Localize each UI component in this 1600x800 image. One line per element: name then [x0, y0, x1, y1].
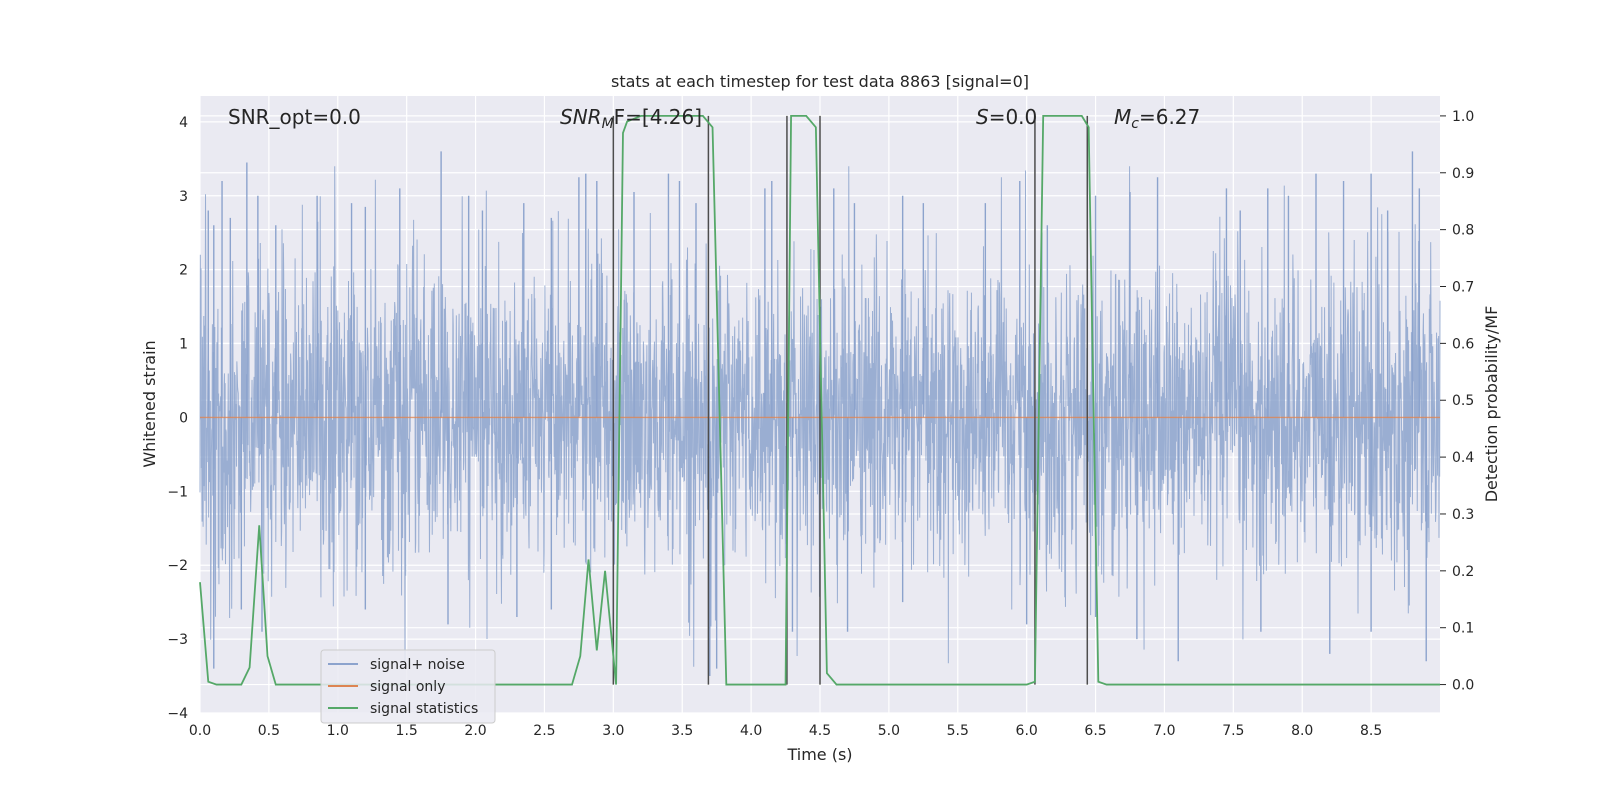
signal-statistics-series	[199, 115, 1440, 686]
annotation-mc: Mc=6.27	[1114, 105, 1200, 132]
x-tick-label: 2.5	[533, 723, 555, 739]
y2-tick-label: 0.0	[1452, 678, 1474, 694]
signal-noise-series	[199, 151, 1441, 677]
annotation-s: S=0.0	[976, 105, 1037, 129]
legend-label-signal-noise: signal+ noise	[370, 657, 465, 673]
y-tick-label: −4	[167, 706, 188, 722]
annotations: SNR_opt=0.0 SNRMF=[4.26] S=0.0 Mc=6.27	[228, 105, 1200, 132]
y-axis-label: Whitened strain	[140, 340, 159, 467]
y2-axis-ticks: 0.0 0.1 0.2 0.3 0.4 0.5 0.6 0.7 0.8 0.9 1.0	[1440, 109, 1474, 694]
y-tick-label: 2	[179, 263, 188, 279]
signal-statistics-line	[199, 115, 1440, 686]
y2-tick-label: 0.2	[1452, 564, 1474, 580]
x-tick-label: 3.0	[602, 723, 624, 739]
x-tick-label: 5.5	[947, 723, 969, 739]
y-tick-label: 4	[179, 115, 188, 131]
annotation-snr-opt: SNR_opt=0.0	[228, 105, 361, 129]
y2-tick-label: 0.4	[1452, 450, 1474, 466]
chart-title: stats at each timestep for test data 886…	[611, 72, 1029, 91]
x-tick-label: 4.0	[740, 723, 762, 739]
x-tick-label: 0.0	[189, 723, 211, 739]
x-tick-label: 1.5	[396, 723, 418, 739]
x-axis-ticks: 0.0 0.5 1.0 1.5 2.0 2.5 3.0 3.5 4.0 4.5 5.0 5.5 6.0 6…	[189, 723, 1382, 739]
legend: signal+ noise signal only signal statist…	[320, 649, 496, 724]
y2-tick-label: 0.8	[1452, 223, 1474, 239]
y2-tick-label: 1.0	[1452, 109, 1474, 125]
annotation-snr-mf: SNRMF=[4.26]	[560, 105, 702, 132]
x-tick-label: 0.5	[258, 723, 280, 739]
x-tick-label: 6.5	[1084, 723, 1106, 739]
y-tick-label: −1	[167, 484, 188, 500]
y2-tick-label: 0.7	[1452, 280, 1474, 296]
vertical-marker-lines	[612, 115, 1089, 685]
y2-axis-label: Detection probability/MF	[1482, 306, 1501, 503]
y2-tick-label: 0.3	[1452, 507, 1474, 523]
y2-tick-label: 0.5	[1452, 393, 1474, 409]
y-axis-ticks: −4 −3 −2 −1 0 1 2 3 4	[167, 115, 188, 722]
legend-box	[320, 649, 496, 724]
x-tick-label: 2.0	[464, 723, 486, 739]
x-axis-label: Time (s)	[786, 745, 852, 764]
x-tick-label: 7.0	[1153, 723, 1175, 739]
y2-tick-label: 0.9	[1452, 166, 1474, 182]
legend-label-signal-statistics: signal statistics	[370, 701, 478, 717]
x-tick-label: 5.0	[878, 723, 900, 739]
x-tick-label: 7.5	[1222, 723, 1244, 739]
y-tick-label: 1	[179, 337, 188, 353]
x-tick-label: 3.5	[671, 723, 693, 739]
x-tick-label: 1.0	[327, 723, 349, 739]
x-tick-label: 8.0	[1291, 723, 1313, 739]
y2-tick-label: 0.6	[1452, 336, 1474, 352]
y-tick-label: 0	[179, 410, 188, 426]
x-tick-label: 8.5	[1360, 723, 1382, 739]
y2-tick-label: 0.1	[1452, 621, 1474, 637]
x-tick-label: 6.0	[1016, 723, 1038, 739]
y-tick-label: −3	[167, 632, 188, 648]
legend-label-signal-only: signal only	[370, 679, 445, 695]
y-tick-label: −2	[167, 558, 188, 574]
x-tick-label: 4.5	[809, 723, 831, 739]
y-tick-label: 3	[179, 189, 188, 205]
